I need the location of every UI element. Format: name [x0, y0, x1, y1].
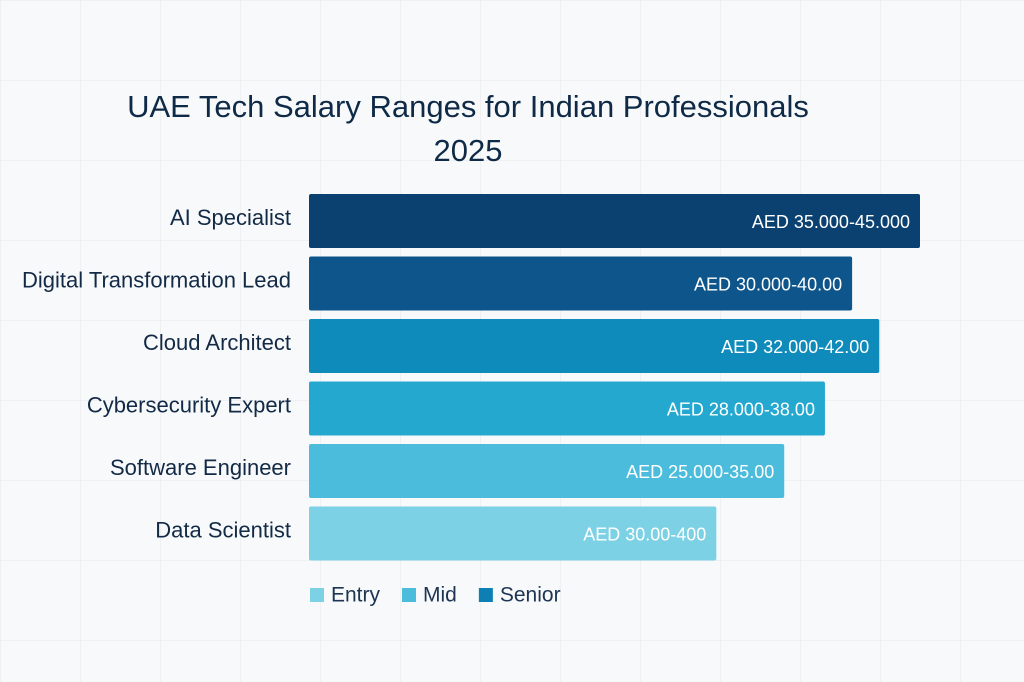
data-label: AED 25.000-35.00 — [626, 462, 774, 482]
bar-2 — [309, 319, 880, 373]
data-label: AED 35.000-45.000 — [752, 212, 910, 232]
category-label: Cloud Architect — [143, 330, 291, 355]
bar-4 — [309, 444, 785, 498]
category-label: Digital Transformation Lead — [22, 267, 291, 292]
data-label: AED 30.000-40.00 — [694, 274, 842, 294]
legend-swatch — [402, 588, 417, 602]
bar-3 — [309, 381, 825, 436]
legend-swatch — [478, 588, 493, 602]
bar-0 — [309, 194, 920, 248]
category-label: Data Scientist — [155, 517, 291, 542]
chart-title-line-2: 2025 — [433, 133, 503, 168]
bar-1 — [309, 256, 853, 311]
category-label: Software Engineer — [110, 455, 291, 480]
legend-label: Senior — [500, 584, 561, 607]
bar-5 — [309, 506, 717, 561]
category-label: AI Specialist — [170, 205, 291, 230]
data-label: AED 28.000-38.00 — [667, 399, 815, 419]
data-label: AED 32.000-42.00 — [721, 337, 869, 357]
chart-title-line-1: UAE Tech Salary Ranges for Indian Profes… — [127, 89, 809, 124]
category-label: Cybersecurity Expert — [87, 392, 291, 417]
data-label: AED 30.00-400 — [583, 524, 706, 544]
legend-label: Mid — [423, 584, 457, 607]
legend-label: Entry — [331, 584, 381, 607]
legend-swatch — [310, 588, 324, 602]
